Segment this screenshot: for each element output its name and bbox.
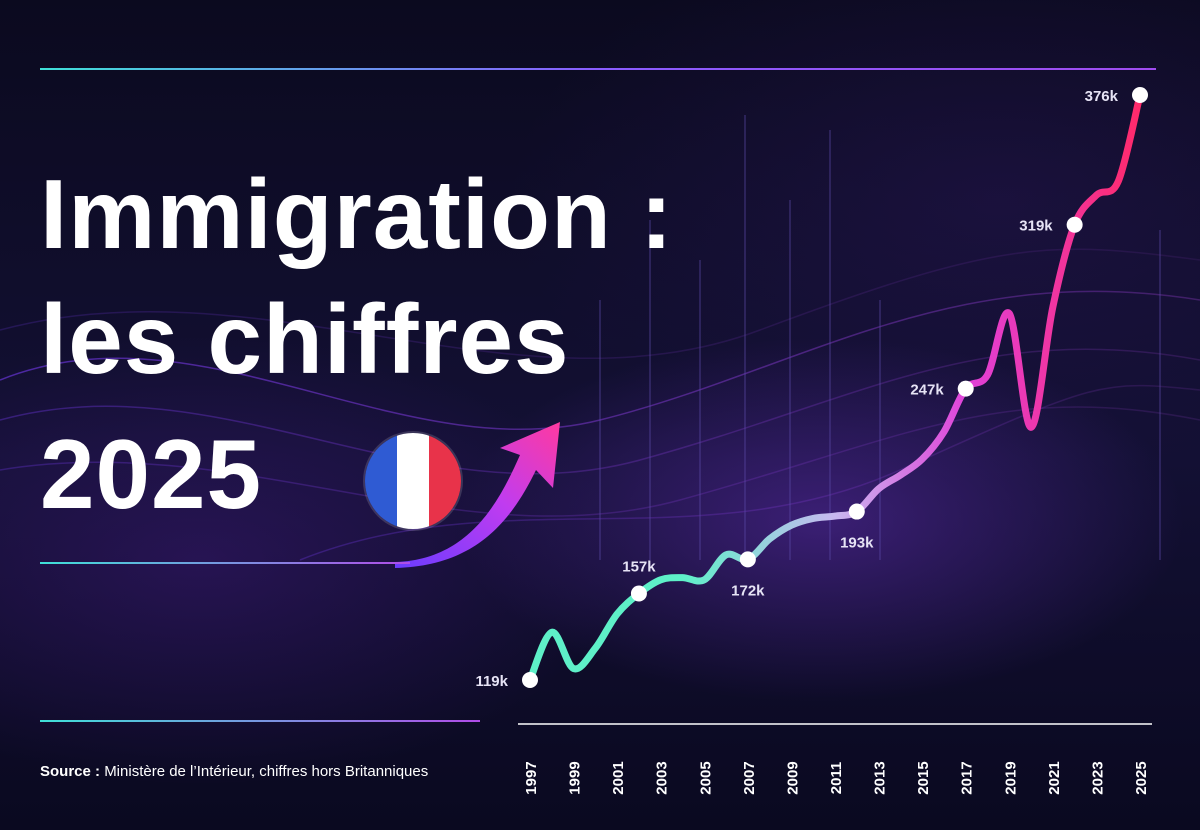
data-point-2002 — [630, 585, 647, 602]
source-text: Ministère de l’Intérieur, chiffres hors … — [104, 763, 429, 780]
x-tick-label-2005: 2005 — [697, 761, 714, 794]
data-label-2007: 172k — [731, 582, 765, 599]
trend-arrow — [395, 422, 560, 568]
x-tick-label-1999: 1999 — [567, 761, 584, 794]
x-tick-label-2001: 2001 — [610, 761, 627, 794]
series-line — [526, 91, 1144, 684]
x-axis-ticks: 1997 1999 2001 2003 2005 2007 2009 2011 2013 2015… — [523, 761, 1150, 794]
x-tick-label-1997: 1997 — [523, 761, 540, 794]
x-tick-label-2013: 2013 — [872, 761, 889, 794]
data-point-2025 — [1132, 87, 1148, 103]
data-label-1997: 119k — [475, 673, 508, 690]
x-tick-label-2025: 2025 — [1133, 761, 1150, 794]
x-tick-label-2011: 2011 — [828, 762, 845, 795]
top-divider — [40, 68, 1156, 70]
data-point-1997 — [522, 672, 538, 688]
data-label-2017: 247k — [910, 382, 944, 399]
data-label-2022: 319k — [1019, 218, 1053, 235]
data-point-2012 — [848, 503, 865, 520]
background-bars — [599, 115, 1161, 560]
x-tick-label-2019: 2019 — [1002, 761, 1019, 794]
source-note: Source : Ministère de l’Intérieur, chiff… — [40, 763, 428, 780]
data-point-2017 — [957, 380, 974, 397]
x-tick-label-2003: 2003 — [654, 761, 671, 794]
data-label-2002: 157k — [622, 559, 656, 576]
data-point-2007 — [739, 551, 756, 568]
x-tick-label-2009: 2009 — [784, 761, 801, 794]
x-tick-label-2017: 2017 — [959, 761, 976, 794]
background-waves — [0, 248, 1200, 561]
x-tick-label-2007: 2007 — [741, 761, 758, 794]
title-line-2: les chiffres — [40, 284, 570, 394]
source-label: Source : — [40, 763, 101, 780]
flag-white-stripe — [397, 433, 429, 529]
x-tick-label-2015: 2015 — [915, 761, 932, 794]
middle-divider — [40, 562, 410, 564]
data-points: 119k 157k 172k 193k 247k 319k 376k — [475, 87, 1148, 690]
data-point-2022 — [1066, 216, 1083, 233]
data-label-2025: 376k — [1085, 88, 1119, 105]
x-tick-label-2021: 2021 — [1046, 761, 1063, 794]
title-line-3: 2025 — [40, 419, 263, 529]
title-line-1: Immigration : — [40, 159, 674, 269]
x-tick-label-2023: 2023 — [1089, 761, 1106, 794]
bottom-divider — [40, 720, 480, 722]
data-label-2012: 193k — [840, 535, 874, 552]
